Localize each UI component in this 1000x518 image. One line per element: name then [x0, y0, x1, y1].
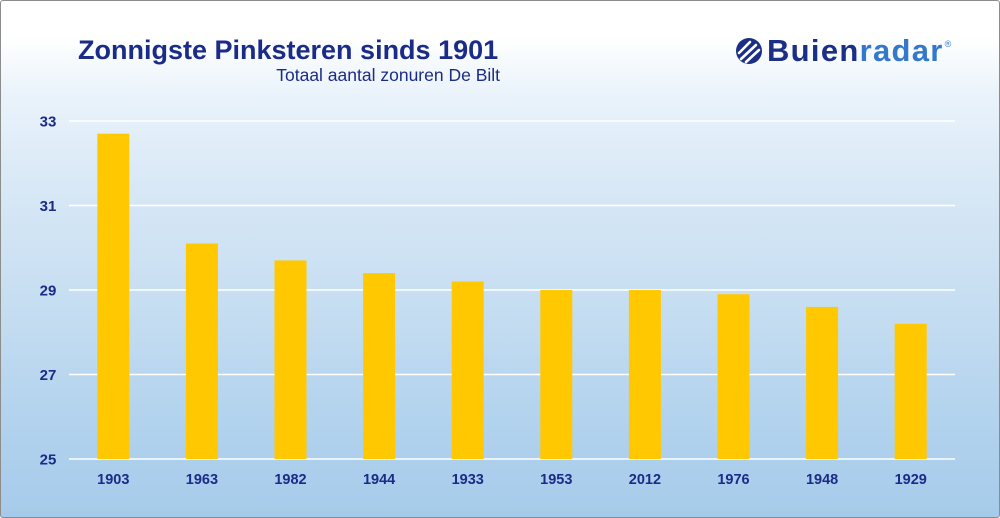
- bar-1953: [540, 290, 573, 459]
- bar-1903: [97, 133, 130, 460]
- y-tick-label-25: 25: [40, 452, 57, 469]
- y-axis-labels: 25 27 29 31 33: [40, 114, 57, 469]
- y-tick-label-33: 33: [40, 114, 57, 131]
- x-tick-label-1948: 1948: [806, 472, 838, 488]
- bar-1929: [894, 323, 927, 459]
- y-tick-label-29: 29: [40, 283, 57, 300]
- logo-text-radar: radar: [859, 33, 944, 68]
- x-tick-label-1953: 1953: [540, 472, 572, 488]
- y-tick-label-31: 31: [40, 198, 57, 215]
- x-tick-label-1929: 1929: [895, 472, 927, 488]
- x-tick-label-1976: 1976: [717, 472, 749, 488]
- x-tick-label-1903: 1903: [97, 472, 129, 488]
- bar-1976: [717, 294, 750, 459]
- bar-1944: [363, 273, 396, 459]
- buienradar-logo: Buien radar ®: [736, 35, 951, 67]
- bar-1933: [451, 281, 484, 459]
- bar-1963: [185, 243, 218, 459]
- x-axis-labels: 1903 1963 1982 1944 1933 1953 2012 1976 1948 1929: [97, 472, 927, 488]
- y-tick-label-27: 27: [40, 367, 57, 384]
- x-tick-label-1933: 1933: [452, 472, 484, 488]
- bars: [97, 133, 927, 460]
- bar-1982: [274, 260, 307, 459]
- x-tick-label-2012: 2012: [629, 472, 661, 488]
- x-tick-label-1982: 1982: [274, 472, 306, 488]
- registered-mark: ®: [944, 39, 952, 49]
- chart-title: Zonnigste Pinksteren sinds 1901: [78, 35, 499, 65]
- x-tick-label-1963: 1963: [186, 472, 218, 488]
- chart-subtitle: Totaal aantal zonuren De Bilt: [276, 65, 500, 85]
- x-tick-label-1944: 1944: [363, 472, 395, 488]
- bar-2012: [628, 290, 661, 459]
- logo-text-buien: Buien: [767, 33, 860, 68]
- buienradar-logo-icon: [736, 38, 762, 64]
- bar-1948: [806, 306, 839, 459]
